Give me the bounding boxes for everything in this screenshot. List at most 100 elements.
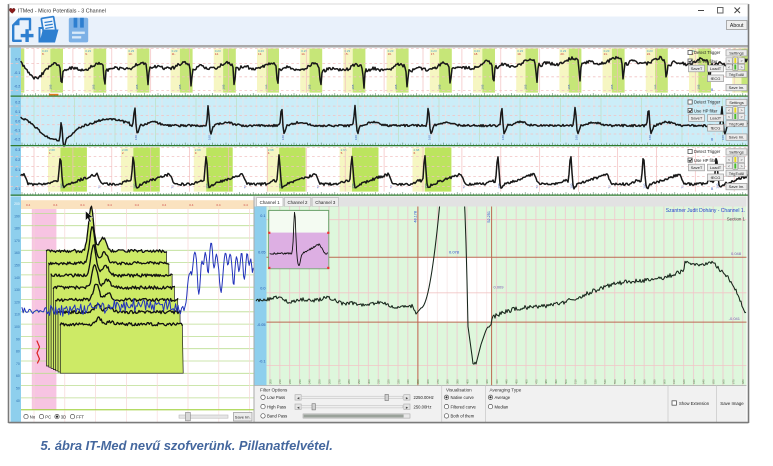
svg-text:340: 340 (406, 379, 410, 384)
svg-text:LoadT: LoadT (710, 66, 722, 71)
svg-text:◀: ◀ (297, 396, 300, 400)
svg-text:Filter Options: Filter Options (260, 387, 288, 392)
svg-text:0.05: 0.05 (258, 250, 265, 254)
svg-text:2.68: 2.68 (49, 148, 55, 152)
svg-text:530: 530 (593, 379, 597, 384)
svg-text:100: 100 (14, 325, 20, 329)
svg-text:<: < (728, 115, 730, 119)
svg-text:290: 290 (357, 379, 361, 384)
svg-text:PC: PC (45, 414, 51, 419)
svg-text:120: 120 (14, 300, 20, 304)
svg-text:Channel 1: Channel 1 (260, 200, 281, 205)
svg-text:165: 165 (308, 84, 312, 89)
svg-text:180: 180 (14, 227, 20, 231)
svg-text:0.23: 0.23 (42, 49, 48, 53)
svg-text:3.: 3. (195, 151, 198, 155)
svg-text:4.: 4. (268, 151, 271, 155)
svg-text:2.68: 2.68 (195, 148, 201, 152)
svg-text:165: 165 (221, 84, 225, 89)
svg-text:0.4: 0.4 (189, 203, 194, 207)
svg-text:560: 560 (623, 379, 627, 384)
svg-text:Show Extension: Show Extension (679, 401, 710, 406)
svg-text:70: 70 (16, 362, 20, 366)
svg-text:0.4: 0.4 (53, 203, 58, 207)
svg-text:0.4: 0.4 (26, 203, 31, 207)
svg-text:TrigToAll: TrigToAll (729, 171, 745, 176)
svg-text:680: 680 (741, 379, 745, 384)
svg-text:320: 320 (387, 379, 391, 384)
svg-text:570: 570 (633, 379, 637, 384)
svg-text:3D: 3D (61, 414, 66, 419)
svg-text:14.: 14. (301, 52, 305, 56)
svg-text:200: 200 (268, 379, 272, 384)
svg-text:22.: 22. (647, 52, 651, 56)
svg-text:ITMed - Micro Potentials - 3 C: ITMed - Micro Potentials - 3 Channel (18, 8, 106, 14)
svg-text:About: About (730, 23, 744, 29)
svg-text:fECG: fECG (711, 76, 721, 81)
svg-text:490: 490 (554, 379, 558, 384)
svg-text:165: 165 (524, 84, 528, 89)
svg-text:LoadT: LoadT (710, 165, 722, 170)
svg-text:>: > (740, 66, 742, 70)
svg-text:2.68: 2.68 (341, 148, 347, 152)
svg-text:160: 160 (648, 135, 652, 140)
svg-text:160: 160 (721, 135, 725, 140)
svg-text:80: 80 (16, 350, 20, 354)
svg-text:260: 260 (327, 379, 331, 384)
svg-text:165: 165 (394, 84, 398, 89)
svg-text:Settings: Settings (729, 51, 743, 56)
svg-text:No: No (30, 414, 36, 419)
svg-text:15.: 15. (344, 52, 348, 56)
svg-text:165: 165 (265, 84, 269, 89)
svg-text:2.68: 2.68 (414, 148, 420, 152)
svg-text:-0.1: -0.1 (14, 71, 20, 75)
svg-text:0.078: 0.078 (449, 249, 460, 254)
svg-text:0.4: 0.4 (108, 203, 113, 207)
svg-text:90: 90 (16, 337, 20, 341)
svg-text:12.: 12. (215, 52, 219, 56)
svg-text:430: 430 (495, 379, 499, 384)
svg-text:110: 110 (14, 313, 20, 317)
svg-text:<: < (728, 109, 730, 113)
svg-text:165: 165 (135, 84, 139, 89)
svg-text:240: 240 (308, 379, 312, 384)
svg-text:0.23: 0.23 (431, 49, 437, 53)
svg-text:140: 140 (14, 276, 20, 280)
svg-text:Settings: Settings (729, 100, 743, 105)
svg-text:160: 160 (428, 135, 432, 140)
svg-text:480: 480 (544, 379, 548, 384)
svg-text:0.009: 0.009 (494, 284, 505, 289)
svg-text:-0.2: -0.2 (14, 138, 20, 142)
svg-text:SaveT: SaveT (691, 116, 703, 121)
svg-text:360: 360 (426, 379, 430, 384)
svg-text:380: 380 (446, 379, 450, 384)
svg-text:160: 160 (643, 183, 647, 188)
svg-text:440: 440 (505, 379, 509, 384)
svg-text:0.0: 0.0 (260, 287, 265, 291)
svg-text:160: 160 (497, 183, 501, 188)
svg-text:Both of them: Both of them (451, 414, 475, 419)
svg-text:160: 160 (281, 135, 285, 140)
svg-text:◀: ◀ (297, 405, 300, 409)
svg-text:540: 540 (603, 379, 607, 384)
svg-text:Visualisation: Visualisation (446, 387, 472, 392)
svg-text:▶: ▶ (406, 405, 409, 409)
svg-text:0.23: 0.23 (604, 49, 610, 53)
svg-text:Use HP filter: Use HP filter (694, 108, 718, 113)
svg-text:165: 165 (481, 84, 485, 89)
svg-text:<: < (728, 59, 730, 63)
svg-text:0.4: 0.4 (216, 203, 221, 207)
svg-text:0.23: 0.23 (517, 49, 523, 53)
svg-text:<: < (728, 66, 730, 70)
svg-text:16.: 16. (388, 52, 392, 56)
svg-text:0.3: 0.3 (15, 148, 20, 152)
svg-text:FFT: FFT (76, 414, 84, 419)
svg-text:50: 50 (16, 387, 20, 391)
svg-text:Szantner Judit Dohány - Channe: Szantner Judit Dohány - Channel 1. (666, 208, 745, 214)
svg-text:160: 160 (501, 135, 505, 140)
svg-text:Save Im.: Save Im. (729, 85, 745, 90)
svg-text:160: 160 (59, 183, 63, 188)
svg-text:210: 210 (278, 379, 282, 384)
svg-text:Averaging Type: Averaging Type (490, 387, 522, 392)
svg-text:165: 165 (351, 84, 355, 89)
